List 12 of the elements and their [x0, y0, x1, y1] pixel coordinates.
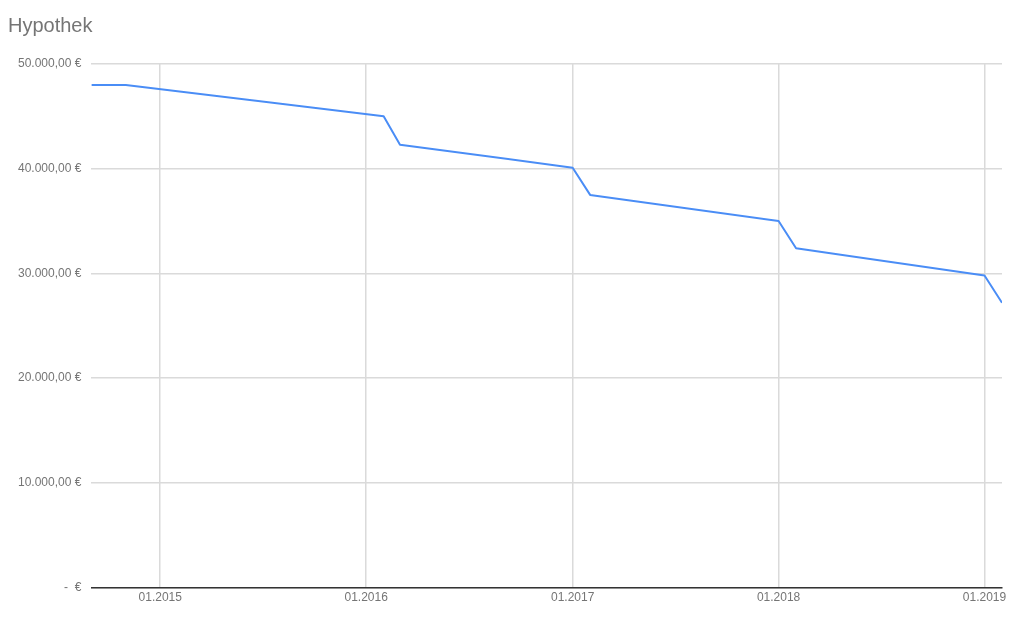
y-tick-label: 40.000,00 €	[17, 161, 82, 176]
x-tick-label: 01.2019	[962, 590, 1007, 605]
y-tick-label: 20.000,00 €	[17, 370, 82, 385]
y-tick-label: - €	[64, 579, 82, 594]
y-tick-label: 10.000,00 €	[17, 475, 82, 490]
x-tick-label: 01.2015	[138, 590, 183, 605]
x-tick-label: 01.2017	[550, 590, 595, 605]
y-tick-label: 30.000,00 €	[17, 265, 82, 280]
x-tick-label: 01.2018	[756, 590, 801, 605]
chart-title: Hypothek	[8, 13, 94, 36]
x-tick-label: 01.2016	[344, 590, 389, 605]
y-tick-label: 50.000,00 €	[17, 56, 82, 71]
